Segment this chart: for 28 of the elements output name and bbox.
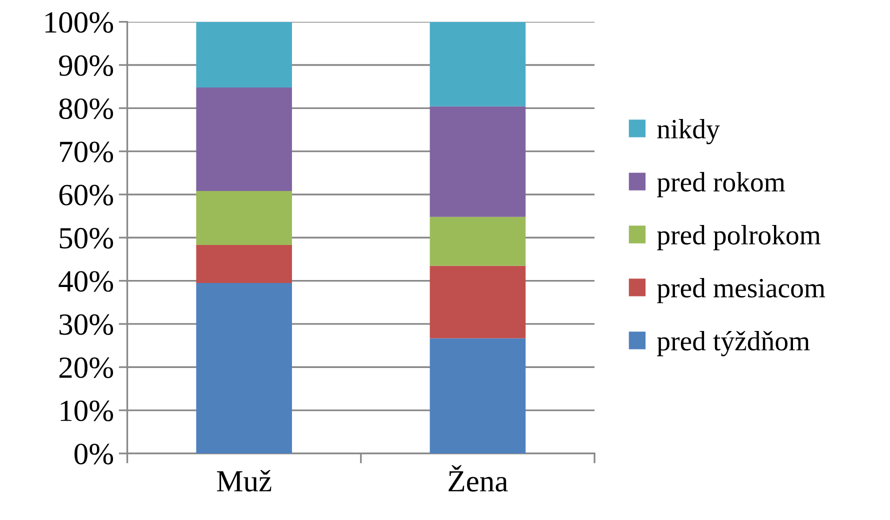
bar xyxy=(196,87,292,192)
legend-label: pred mesiacom xyxy=(657,278,826,304)
y-tick-label: 0% xyxy=(74,444,114,464)
bar xyxy=(430,216,526,266)
legend-label: pred týždňom xyxy=(657,330,810,356)
y-tick-label: 60% xyxy=(59,184,114,206)
y-tick-label: 20% xyxy=(59,357,114,378)
y-tick-label: 10% xyxy=(60,400,114,422)
x-tick-label: Žena xyxy=(448,465,508,492)
x-tick-label: Muž xyxy=(216,470,272,492)
legend-label: nikdy xyxy=(657,119,720,144)
bar xyxy=(196,22,292,88)
bar xyxy=(430,22,526,106)
legend-label: pred rokom xyxy=(657,172,786,198)
y-tick-label: 70% xyxy=(60,142,114,162)
y-tick-label: 90% xyxy=(59,55,114,76)
legend-label: pred polrokom xyxy=(657,225,821,250)
bar xyxy=(196,244,292,283)
y-tick-label: 80% xyxy=(59,98,114,120)
y-tick-label: 50% xyxy=(60,228,114,249)
bar xyxy=(196,282,292,454)
y-tick-label: 30% xyxy=(60,314,114,335)
y-tick-label: 40% xyxy=(58,271,114,292)
bar xyxy=(430,106,526,217)
bar xyxy=(196,191,292,245)
y-tick-label: 100% xyxy=(45,12,114,33)
bar xyxy=(430,266,526,338)
bar xyxy=(430,338,526,454)
